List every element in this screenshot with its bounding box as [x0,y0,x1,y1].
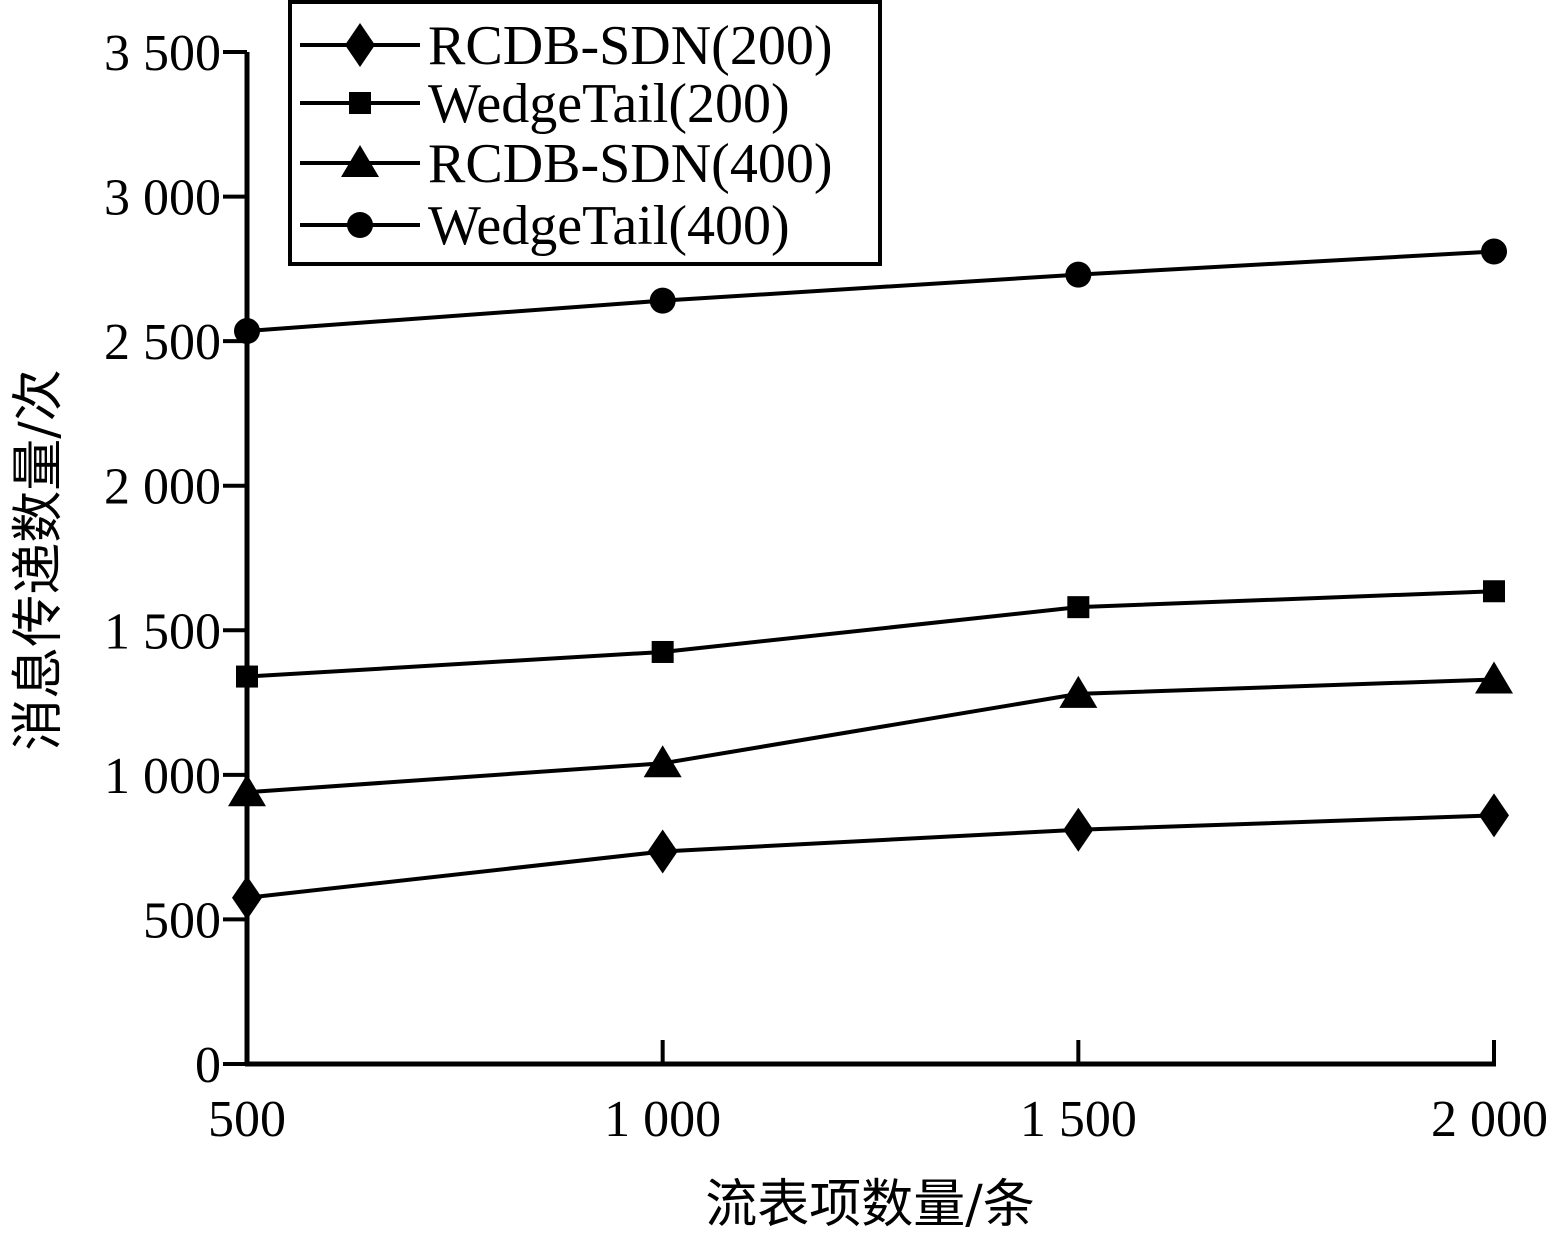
legend-label: RCDB-SDN(200) [428,15,832,77]
data-point-circle [234,318,260,345]
legend-marker-triangle [341,145,379,177]
y-tick-label: 2 500 [104,314,221,371]
x-tick-label: 500 [208,1091,286,1148]
data-point-square [236,665,258,688]
data-point-square [1067,596,1090,619]
y-tick-label: 3 500 [104,25,221,82]
legend-marker-square [349,92,371,114]
legend-marker-circle [347,212,373,238]
legend-label: WedgeTail(200) [428,73,790,135]
x-ticks: 500 1 000 1 500 2 000 [208,1040,1548,1148]
data-point-triangle [1059,675,1098,708]
data-point-triangle [1475,661,1513,694]
series-line-1 [246,589,1495,679]
x-tick-label: 1 500 [1020,1091,1137,1148]
series-line-3 [246,249,1495,334]
data-point-circle [1481,238,1507,265]
series-line-2 [246,677,1495,795]
data-point-circle [649,287,676,314]
y-tick-label: 2 000 [104,459,221,516]
legend-marker-diamond [345,23,375,67]
x-tick-label: 1 000 [604,1091,721,1148]
y-ticks: 0 500 1 000 1 500 2 000 2 500 3 000 3 500 [104,25,247,1094]
y-axis-title: 消息传递数量/次 [9,369,69,751]
series-line-0 [246,813,1495,900]
x-axis-title: 流表项数量/条 [705,1175,1035,1235]
y-tick-label: 3 000 [104,170,221,227]
y-tick-label: 1 500 [104,603,221,660]
y-tick-label: 1 000 [104,748,221,805]
legend-label: RCDB-SDN(400) [428,133,832,195]
y-tick-label: 500 [143,892,221,949]
series-layer [228,238,1513,920]
legend: RCDB-SDN(200)WedgeTail(200)RCDB-SDN(400)… [288,0,882,266]
x-tick-label: 2 000 [1431,1091,1548,1148]
data-point-diamond [647,829,678,874]
data-point-diamond [1479,793,1509,838]
y-tick-label: 0 [195,1037,221,1094]
data-point-square [651,640,674,663]
data-point-triangle [643,745,682,778]
data-point-diamond [1063,807,1094,852]
data-point-square [1483,580,1505,603]
data-point-circle [1065,261,1092,288]
data-point-diamond [232,875,262,920]
data-point-triangle [228,774,266,807]
legend-label: WedgeTail(400) [428,195,790,257]
